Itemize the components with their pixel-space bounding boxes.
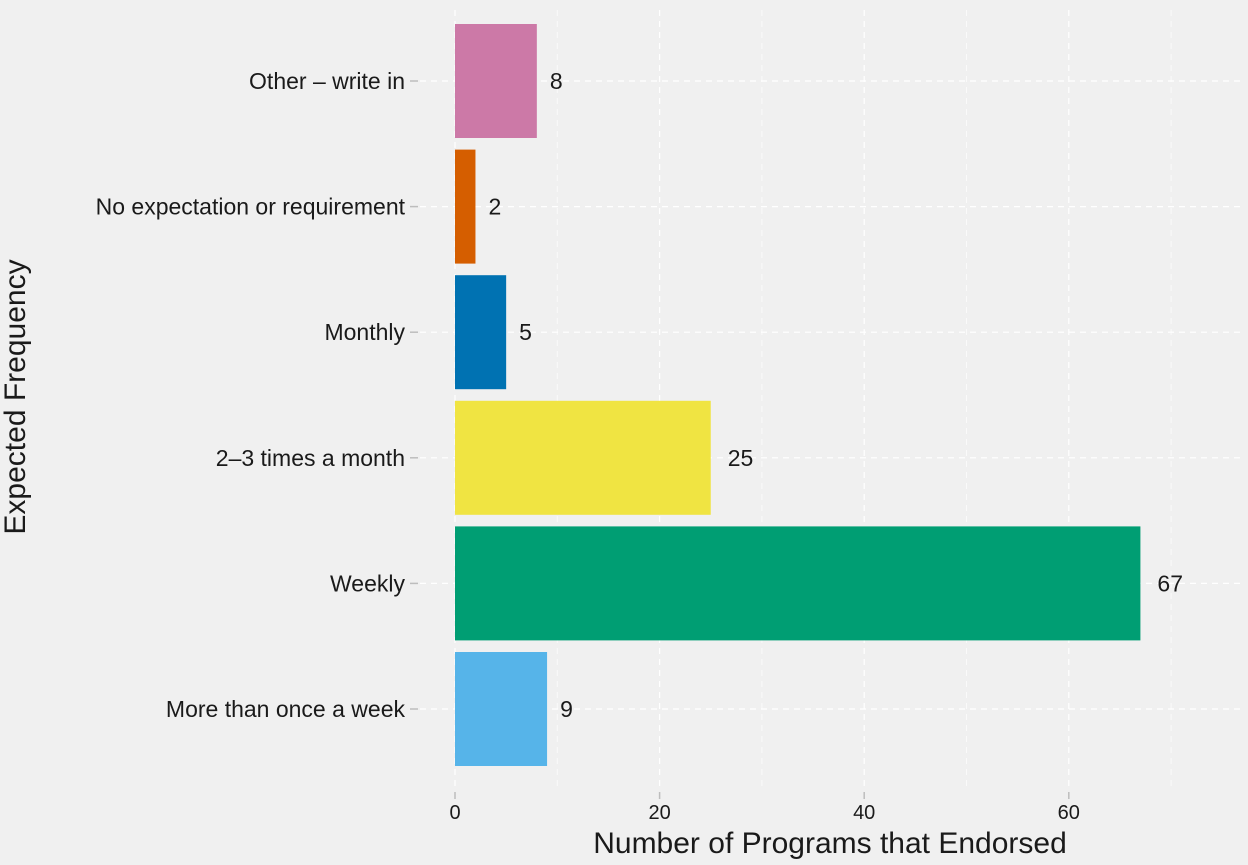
category-label: Monthly bbox=[324, 319, 405, 345]
x-tick-label: 0 bbox=[449, 802, 460, 824]
value-label: 25 bbox=[728, 445, 754, 471]
value-label: 9 bbox=[560, 696, 573, 722]
category-label: Weekly bbox=[330, 570, 405, 596]
bar bbox=[455, 526, 1141, 641]
bar bbox=[455, 652, 548, 766]
bar bbox=[455, 24, 537, 138]
bar bbox=[455, 400, 711, 515]
category-label: Other – write in bbox=[249, 68, 405, 94]
value-label: 8 bbox=[550, 68, 563, 94]
value-label: 2 bbox=[488, 194, 501, 220]
x-axis-title: Number of Programs that Endorsed bbox=[593, 827, 1067, 860]
bar bbox=[455, 149, 476, 264]
category-label: More than once a week bbox=[166, 696, 406, 722]
x-axis-ticks: 0 20 40 60 bbox=[449, 792, 1080, 824]
x-tick-label: 60 bbox=[1058, 802, 1080, 824]
y-axis-title: Expected Frequency bbox=[0, 259, 32, 534]
x-tick-label: 20 bbox=[648, 802, 670, 824]
value-labels: 9 67 25 5 2 8 bbox=[488, 68, 1183, 722]
x-tick-label: 40 bbox=[853, 802, 875, 824]
value-label: 5 bbox=[519, 319, 532, 345]
category-labels: More than once a week Weekly 2–3 times a m… bbox=[96, 68, 418, 722]
value-label: 67 bbox=[1157, 570, 1183, 596]
category-label: No expectation or requirement bbox=[96, 194, 406, 220]
category-label: 2–3 times a month bbox=[216, 445, 405, 471]
bars bbox=[455, 24, 1141, 766]
bar bbox=[455, 275, 507, 390]
